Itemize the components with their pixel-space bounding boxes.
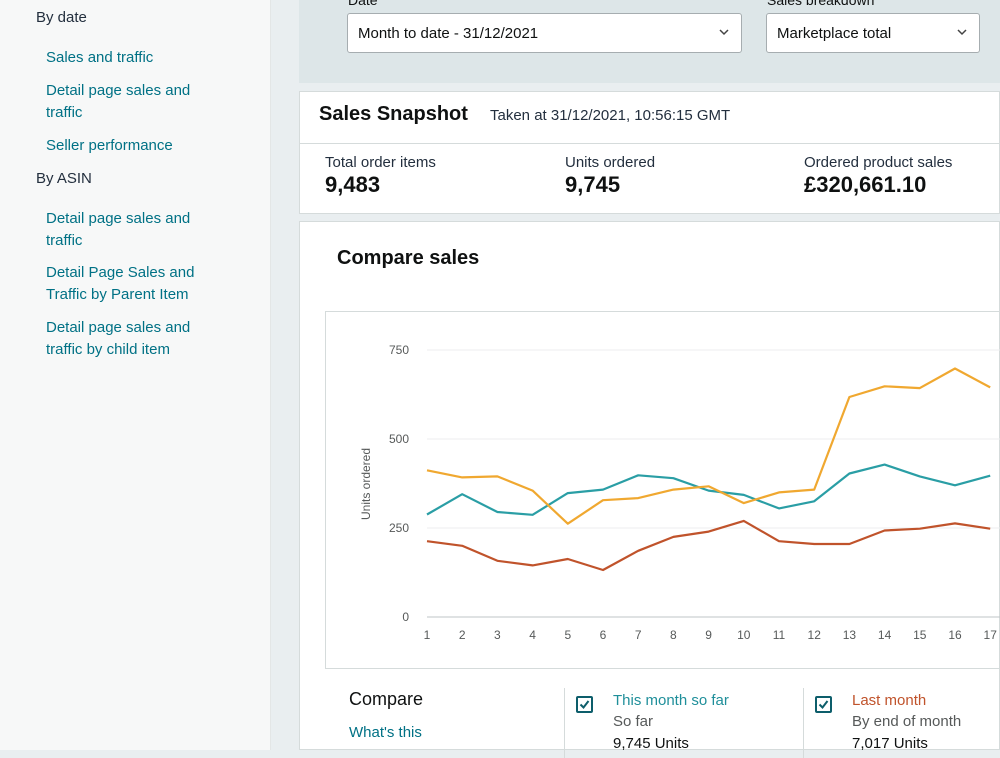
date-range-select[interactable]: Month to date - 31/12/2021 bbox=[347, 13, 742, 53]
sidebar-heading-by-asin: By ASIN bbox=[36, 170, 92, 187]
sidebar-link-asin-by-parent-item[interactable]: Detail Page Sales and Traffic by Parent … bbox=[46, 264, 195, 303]
legend-last-month: Last month By end of month 7,017 Units bbox=[803, 688, 994, 758]
sidebar-link-sales-and-traffic[interactable]: Sales and traffic bbox=[46, 49, 154, 66]
this-month-checkbox[interactable] bbox=[576, 696, 593, 713]
x-tick-label: 16 bbox=[948, 628, 962, 642]
x-tick-label: 5 bbox=[564, 628, 571, 642]
x-tick-label: 4 bbox=[529, 628, 536, 642]
x-tick-label: 9 bbox=[705, 628, 712, 642]
checkmark-icon bbox=[579, 700, 590, 710]
x-tick-label: 2 bbox=[459, 628, 466, 642]
sales-breakdown-select[interactable]: Marketplace total bbox=[766, 13, 980, 53]
y-tick-label: 750 bbox=[389, 343, 409, 357]
x-tick-label: 10 bbox=[737, 628, 751, 642]
filters-bar: Date Month to date - 31/12/2021 Sales br… bbox=[299, 0, 1000, 83]
last-month-checkbox[interactable] bbox=[815, 696, 832, 713]
last-month-sub: By end of month bbox=[852, 713, 962, 730]
compare-sales-title: Compare sales bbox=[337, 247, 480, 269]
x-tick-label: 1 bbox=[424, 628, 431, 642]
sidebar-heading-by-date: By date bbox=[36, 9, 87, 26]
metric-value-units-ordered: 9,745 bbox=[565, 172, 621, 197]
y-axis-label: Units ordered bbox=[359, 448, 373, 520]
x-tick-label: 7 bbox=[635, 628, 642, 642]
sidebar-link-detail-page-sales-and-traffic[interactable]: Detail page sales and traffic bbox=[46, 82, 191, 121]
series-line-1 bbox=[426, 463, 991, 516]
sidebar: By date Sales and traffic Detail page sa… bbox=[0, 0, 271, 750]
last-month-value: 7,017 Units bbox=[852, 735, 928, 752]
sales-snapshot-header: Sales Snapshot Taken at 31/12/2021, 10:5… bbox=[299, 91, 1000, 144]
x-tick-label: 6 bbox=[600, 628, 607, 642]
this-month-label: This month so far bbox=[613, 692, 729, 709]
this-month-value: 9,745 Units bbox=[613, 735, 689, 752]
sidebar-link-asin-by-child-item[interactable]: Detail page sales and traffic by child i… bbox=[46, 319, 191, 358]
date-range-value: Month to date - 31/12/2021 bbox=[358, 24, 539, 42]
y-tick-label: 500 bbox=[389, 432, 409, 446]
sales-breakdown-label: Sales breakdown bbox=[767, 0, 875, 8]
sidebar-link-seller-performance[interactable]: Seller performance bbox=[46, 137, 173, 154]
last-month-label: Last month bbox=[852, 692, 927, 709]
sidebar-link-asin-detail-page-sales[interactable]: Detail page sales and traffic bbox=[46, 210, 191, 249]
series-line-2 bbox=[426, 367, 991, 525]
date-filter-label: Date bbox=[348, 0, 378, 8]
sales-breakdown-value: Marketplace total bbox=[777, 24, 892, 42]
metric-value-total-order-items: 9,483 bbox=[325, 172, 381, 197]
chevron-down-icon bbox=[719, 29, 729, 36]
metric-label-units-ordered: Units ordered bbox=[565, 154, 656, 171]
metric-label-ordered-product-sales: Ordered product sales bbox=[804, 154, 953, 171]
compare-legend-title: Compare bbox=[349, 689, 424, 709]
snapshot-timestamp: Taken at 31/12/2021, 10:56:15 GMT bbox=[490, 107, 731, 124]
whats-this-link[interactable]: What's this bbox=[349, 724, 422, 741]
sales-snapshot-metrics: Total order items 9,483 Units ordered 9,… bbox=[299, 143, 1000, 214]
x-tick-label: 12 bbox=[808, 628, 822, 642]
x-tick-label: 15 bbox=[913, 628, 927, 642]
y-tick-label: 0 bbox=[402, 610, 409, 624]
compare-sales-card: Compare sales 0 250 500 750 1 2 3 4 5 6 7 8 9 10 11 12 1… bbox=[299, 221, 1000, 758]
x-tick-label: 3 bbox=[494, 628, 501, 642]
chevron-down-icon bbox=[957, 29, 967, 36]
metric-value-ordered-product-sales: £320,661.10 bbox=[804, 172, 927, 197]
series-line-3 bbox=[426, 519, 991, 572]
sales-snapshot-title: Sales Snapshot bbox=[319, 103, 468, 125]
x-tick-label: 17 bbox=[984, 628, 998, 642]
metric-label-total-order-items: Total order items bbox=[325, 154, 436, 171]
x-tick-label: 11 bbox=[773, 628, 786, 642]
y-tick-label: 250 bbox=[389, 521, 409, 535]
x-tick-label: 14 bbox=[878, 628, 892, 642]
x-tick-label: 8 bbox=[670, 628, 677, 642]
x-tick-label: 13 bbox=[843, 628, 857, 642]
legend-this-month: This month so far So far 9,745 Units bbox=[564, 688, 795, 758]
checkmark-icon bbox=[818, 700, 829, 710]
units-ordered-chart: 0 250 500 750 1 2 3 4 5 6 7 8 9 10 11 12 13 14 15 16 17 Units… bbox=[325, 311, 1000, 669]
this-month-sub: So far bbox=[613, 713, 654, 730]
